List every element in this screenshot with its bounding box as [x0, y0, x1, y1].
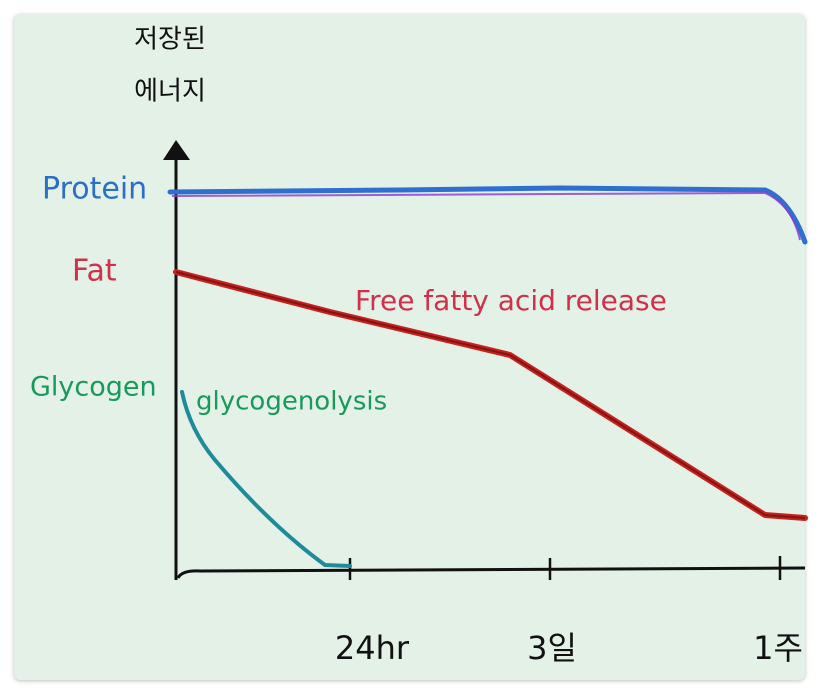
annotation: Free fatty acid release: [355, 284, 667, 317]
x-label: 1주: [753, 629, 803, 667]
glycogen-curve: [180, 390, 352, 568]
y-axis-label: 에너지: [134, 77, 206, 107]
y-axis-label: 저장된: [134, 25, 206, 55]
series-label: Fat: [72, 254, 117, 289]
x-label: 24hr: [335, 629, 410, 667]
series-label: Protein: [42, 172, 147, 207]
fat-curve-edge: [175, 271, 806, 519]
annotation: glycogenolysis: [196, 387, 387, 417]
protein-curve-edge: [171, 191, 801, 241]
protein-curve: [167, 185, 808, 245]
y-axis-arrow: [163, 140, 190, 160]
x-axis: [176, 566, 806, 579]
series-label: Glycogen: [30, 372, 157, 403]
x-label: 3일: [527, 629, 577, 667]
